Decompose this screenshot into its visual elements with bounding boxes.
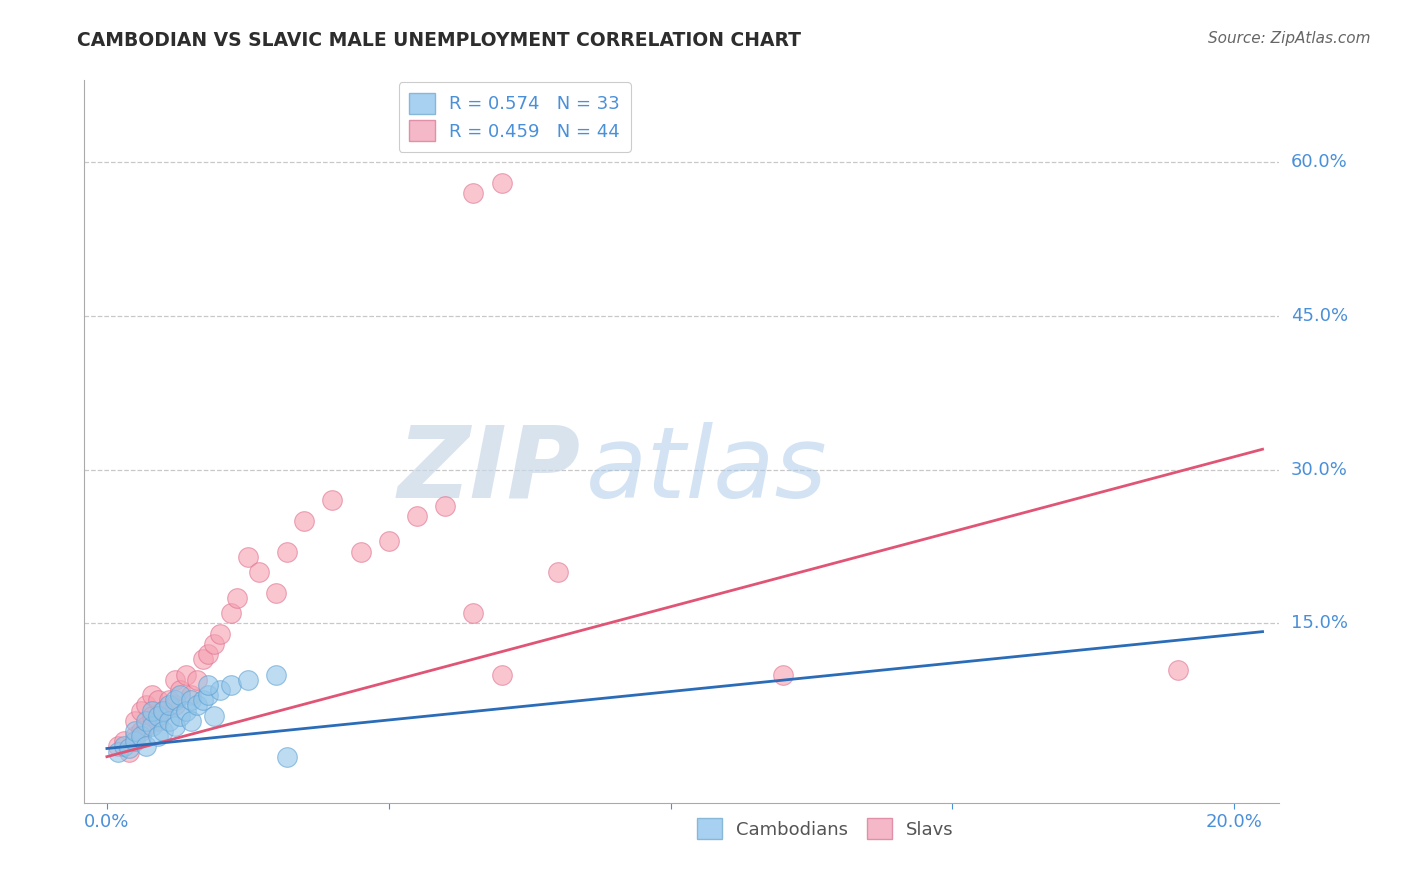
Point: [157, 714, 180, 728]
Point: [146, 714, 169, 728]
Point: [191, 693, 214, 707]
Point: [1167, 663, 1189, 677]
Point: [135, 698, 157, 713]
Point: [321, 493, 343, 508]
Text: 45.0%: 45.0%: [1291, 307, 1348, 325]
Point: [463, 186, 485, 200]
Point: [118, 741, 141, 756]
Point: [276, 545, 298, 559]
Point: [219, 606, 242, 620]
Point: [349, 545, 371, 559]
Point: [247, 565, 270, 579]
Text: 15.0%: 15.0%: [1291, 615, 1347, 632]
Point: [197, 688, 219, 702]
Text: 60.0%: 60.0%: [1291, 153, 1347, 171]
Point: [491, 667, 513, 681]
Point: [463, 606, 485, 620]
Point: [129, 724, 152, 739]
Point: [236, 673, 259, 687]
Point: [135, 719, 157, 733]
Point: [208, 683, 231, 698]
Point: [152, 704, 174, 718]
Point: [434, 499, 457, 513]
Point: [163, 693, 186, 707]
Point: [152, 724, 174, 739]
Point: [169, 688, 191, 702]
Point: [146, 693, 169, 707]
Text: CAMBODIAN VS SLAVIC MALE UNEMPLOYMENT CORRELATION CHART: CAMBODIAN VS SLAVIC MALE UNEMPLOYMENT CO…: [77, 31, 801, 50]
Text: 30.0%: 30.0%: [1291, 461, 1347, 479]
Point: [236, 549, 259, 564]
Point: [219, 678, 242, 692]
Point: [112, 739, 135, 754]
Point: [118, 745, 141, 759]
Text: ZIP: ZIP: [398, 422, 581, 519]
Point: [264, 585, 287, 599]
Point: [141, 719, 163, 733]
Point: [225, 591, 247, 605]
Point: [152, 704, 174, 718]
Point: [146, 708, 169, 723]
Point: [202, 708, 225, 723]
Point: [163, 719, 186, 733]
Point: [276, 749, 298, 764]
Point: [129, 704, 152, 718]
Point: [191, 652, 214, 666]
Point: [124, 734, 146, 748]
Point: [174, 704, 197, 718]
Point: [186, 698, 208, 713]
Point: [197, 647, 219, 661]
Point: [141, 688, 163, 702]
Text: Source: ZipAtlas.com: Source: ZipAtlas.com: [1208, 31, 1371, 46]
Point: [264, 667, 287, 681]
Point: [107, 745, 129, 759]
Point: [163, 673, 186, 687]
Point: [180, 693, 202, 707]
Point: [174, 667, 197, 681]
Point: [406, 508, 429, 523]
Point: [202, 637, 225, 651]
Point: [141, 708, 163, 723]
Point: [491, 176, 513, 190]
Legend: Cambodians, Slavs: Cambodians, Slavs: [688, 809, 963, 848]
Point: [146, 729, 169, 743]
Point: [163, 698, 186, 713]
Text: atlas: atlas: [586, 422, 828, 519]
Point: [129, 729, 152, 743]
Point: [180, 714, 202, 728]
Point: [135, 714, 157, 728]
Point: [186, 673, 208, 687]
Point: [208, 626, 231, 640]
Point: [112, 734, 135, 748]
Point: [772, 667, 794, 681]
Point: [180, 688, 202, 702]
Point: [157, 693, 180, 707]
Point: [157, 698, 180, 713]
Point: [378, 534, 401, 549]
Point: [169, 708, 191, 723]
Point: [292, 514, 315, 528]
Point: [124, 714, 146, 728]
Point: [124, 724, 146, 739]
Point: [135, 739, 157, 754]
Point: [141, 704, 163, 718]
Point: [547, 565, 569, 579]
Point: [169, 683, 191, 698]
Point: [107, 739, 129, 754]
Point: [197, 678, 219, 692]
Point: [124, 729, 146, 743]
